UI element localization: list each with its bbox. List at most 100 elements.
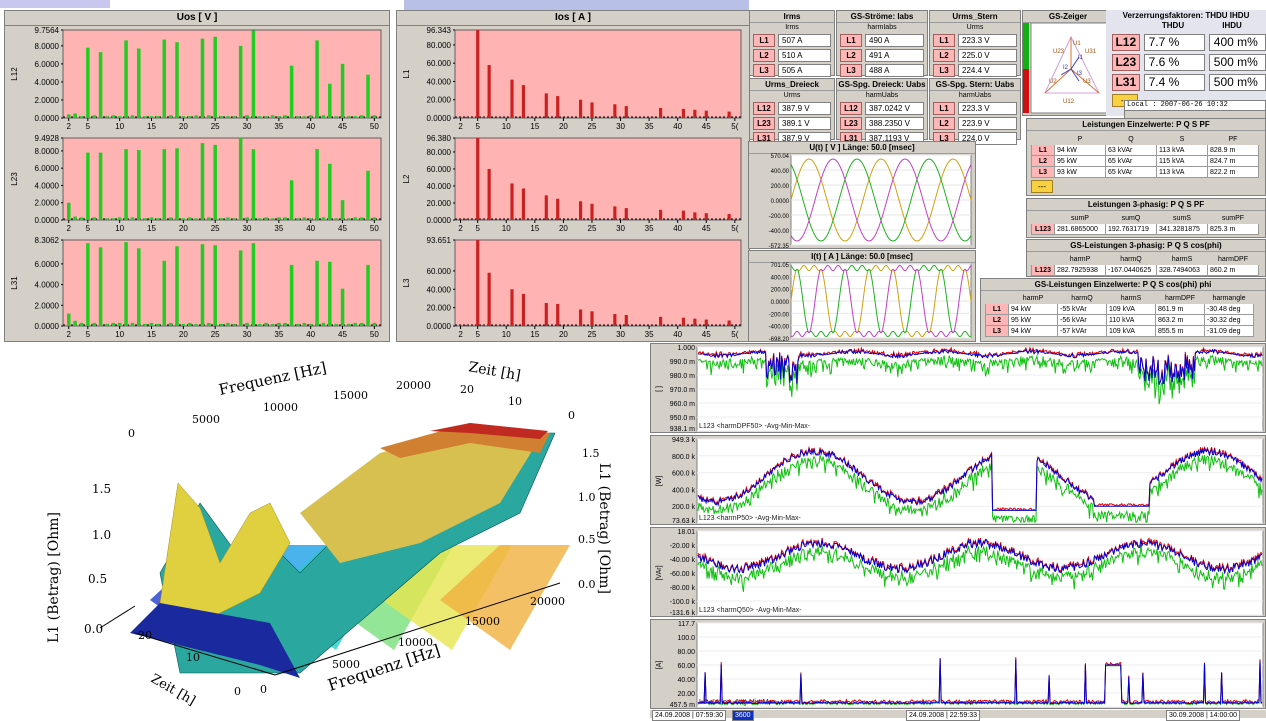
phasor-label: U31 [1085, 49, 1097, 55]
y-tick-label: 8.0000 [35, 147, 60, 156]
col-header: harmDPF [1208, 254, 1259, 265]
cell: 192.7631719 [1106, 224, 1157, 235]
scope-tick-label: 400.00 [771, 169, 790, 175]
trend-series-name: L123 <harmP50> -Avg-Min-Max- [699, 515, 801, 522]
harmonic-bar [80, 217, 84, 220]
timeline-end: 30.09.2008 | 14:00:00 [1166, 710, 1240, 721]
harmonic-bar [625, 315, 628, 326]
harmonic-bar [590, 102, 593, 118]
y-tick-label: 0.0000 [427, 322, 452, 331]
harmonic-bar [92, 115, 96, 118]
x-tick-label: 40 [673, 122, 682, 131]
harmonic-bar [315, 40, 319, 118]
x-tick-label: 30 [616, 330, 625, 339]
phase-tag: L1 [840, 34, 862, 47]
harmonic-bar [360, 217, 364, 220]
top-time-tick: 10 [508, 395, 522, 408]
trend-tick-label: 970.0 m [670, 387, 695, 394]
harmonic-bar [233, 218, 237, 220]
timeline-mid: 24.09.2008 | 22:59:33 [906, 710, 980, 721]
harmonic-bar [373, 115, 377, 118]
harmonic-bar [470, 325, 473, 326]
phase-tag: L1 [1032, 145, 1055, 156]
urms-stern-title: Urms_Stern [930, 11, 1020, 23]
timeline-interval-field[interactable]: 3600 [732, 710, 754, 721]
harmonic-bar [290, 180, 294, 220]
trend-tick-label: 949.3 k [672, 437, 695, 444]
cell: 860.2 m [1208, 265, 1259, 276]
y-tick-label: 8.3062 [35, 236, 60, 245]
leistungen-yellow-button[interactable]: --- [1031, 180, 1053, 193]
harmonic-bar [156, 218, 160, 220]
left-y-tick: 0.0 [84, 622, 103, 636]
harmonic-bar [194, 218, 198, 220]
x-tick-label: 5 [475, 330, 480, 339]
harmonic-bar [67, 203, 71, 220]
cell: 109 kVA [1107, 304, 1156, 315]
harmonic-bar [239, 46, 243, 118]
harmonic-bar [493, 117, 496, 118]
harmonic-bar [476, 240, 479, 326]
harmonic-bar [226, 323, 230, 326]
trend-tick-label: 40.00 [677, 677, 695, 684]
trend-tick-label: 200.0 k [672, 504, 695, 511]
trend-svg: 18.01-20.00 k-40.00 k-60.00 k-80.00 k-10… [651, 528, 1266, 618]
y-tick-label: 40.000 [427, 77, 452, 86]
harmonic-bar [182, 116, 186, 118]
harmonic-bar [226, 116, 230, 118]
ihdu-value: 400 m% [1209, 34, 1266, 51]
urms-dreieck-title: Urms_Dreieck [750, 79, 834, 91]
harmonic-bar [124, 149, 128, 220]
x-tick-label: 2 [66, 122, 71, 131]
harmonic-bar [545, 195, 548, 220]
harmonic-bar [131, 217, 135, 220]
gs-dreieck-title: GS-Spg. Dreieck: Uabs [837, 79, 927, 91]
col-header: S [1157, 134, 1208, 145]
harmonic-bar [73, 113, 77, 118]
harmonic-bar [80, 116, 84, 118]
harmonic-bar [156, 324, 160, 326]
harmonic-bar [516, 117, 519, 118]
y-tick-label: 20.000 [427, 96, 452, 105]
harmonic-bar [283, 115, 287, 118]
top-frequency-tick: 10000 [263, 401, 298, 414]
phase-tag: L1 [753, 34, 775, 47]
harmonic-bar [99, 247, 103, 326]
x-tick-label: 15 [530, 330, 539, 339]
harmonic-bar [510, 80, 513, 118]
harmonic-bar [465, 117, 468, 118]
thd-row: L23 7.6 % 500 m% [1112, 54, 1266, 71]
irms-value: 510 A [778, 49, 831, 62]
x-tick-label: 15 [147, 224, 156, 233]
trend-tick-label: 100.0 [677, 635, 695, 642]
cell: 115 kVA [1157, 156, 1208, 167]
x-tick-label: 20 [179, 122, 188, 131]
cell: 94 kW [1055, 145, 1106, 156]
phasor-label: I2 [1063, 65, 1069, 71]
zeiger-red-bar [1023, 69, 1029, 113]
urms-stern-value: 225.0 V [958, 49, 1017, 62]
harmonic-bar [163, 40, 167, 118]
x-tick-label: 2 [458, 330, 463, 339]
harmonic-bar [613, 314, 616, 326]
y-tick-label: 6.0000 [35, 60, 60, 69]
harmonic-bar [682, 109, 685, 118]
harmonic-bar [579, 100, 582, 118]
phasor-label: I1 [1078, 55, 1084, 61]
harmonic-bar [488, 65, 491, 118]
phase-tag: L12 [840, 102, 862, 115]
trend-tick-label: 1.000 [677, 345, 695, 352]
harmonic-bar [533, 117, 536, 118]
harmonic-bar [328, 262, 332, 326]
phase-tag: L2 [840, 49, 862, 62]
harmonic-bar [354, 217, 358, 220]
